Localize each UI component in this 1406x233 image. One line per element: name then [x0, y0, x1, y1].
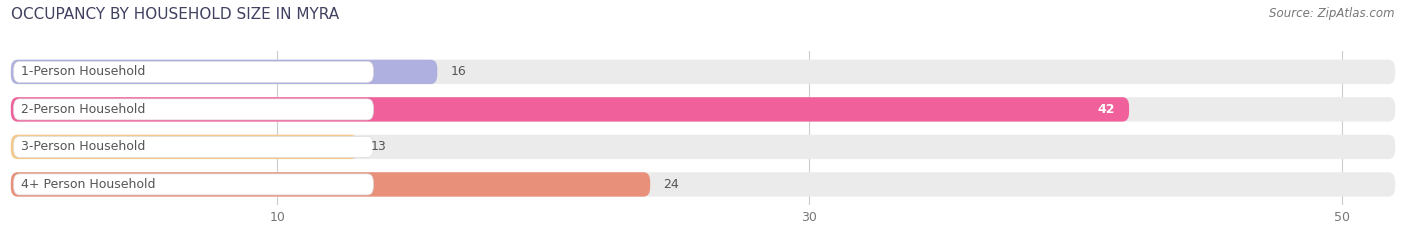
FancyBboxPatch shape: [11, 97, 1395, 122]
Text: 42: 42: [1098, 103, 1115, 116]
FancyBboxPatch shape: [14, 61, 374, 82]
FancyBboxPatch shape: [14, 136, 374, 158]
FancyBboxPatch shape: [14, 174, 374, 195]
FancyBboxPatch shape: [11, 135, 357, 159]
Text: 4+ Person Household: 4+ Person Household: [21, 178, 155, 191]
Text: 2-Person Household: 2-Person Household: [21, 103, 145, 116]
FancyBboxPatch shape: [11, 60, 437, 84]
FancyBboxPatch shape: [11, 60, 1395, 84]
Text: 16: 16: [450, 65, 465, 78]
Text: Source: ZipAtlas.com: Source: ZipAtlas.com: [1270, 7, 1395, 20]
FancyBboxPatch shape: [14, 99, 374, 120]
FancyBboxPatch shape: [11, 97, 1129, 122]
Text: OCCUPANCY BY HOUSEHOLD SIZE IN MYRA: OCCUPANCY BY HOUSEHOLD SIZE IN MYRA: [11, 7, 339, 22]
Text: 1-Person Household: 1-Person Household: [21, 65, 145, 78]
FancyBboxPatch shape: [11, 135, 1395, 159]
Text: 24: 24: [664, 178, 679, 191]
FancyBboxPatch shape: [11, 172, 1395, 197]
Text: 13: 13: [370, 140, 387, 153]
FancyBboxPatch shape: [11, 172, 650, 197]
Text: 3-Person Household: 3-Person Household: [21, 140, 145, 153]
